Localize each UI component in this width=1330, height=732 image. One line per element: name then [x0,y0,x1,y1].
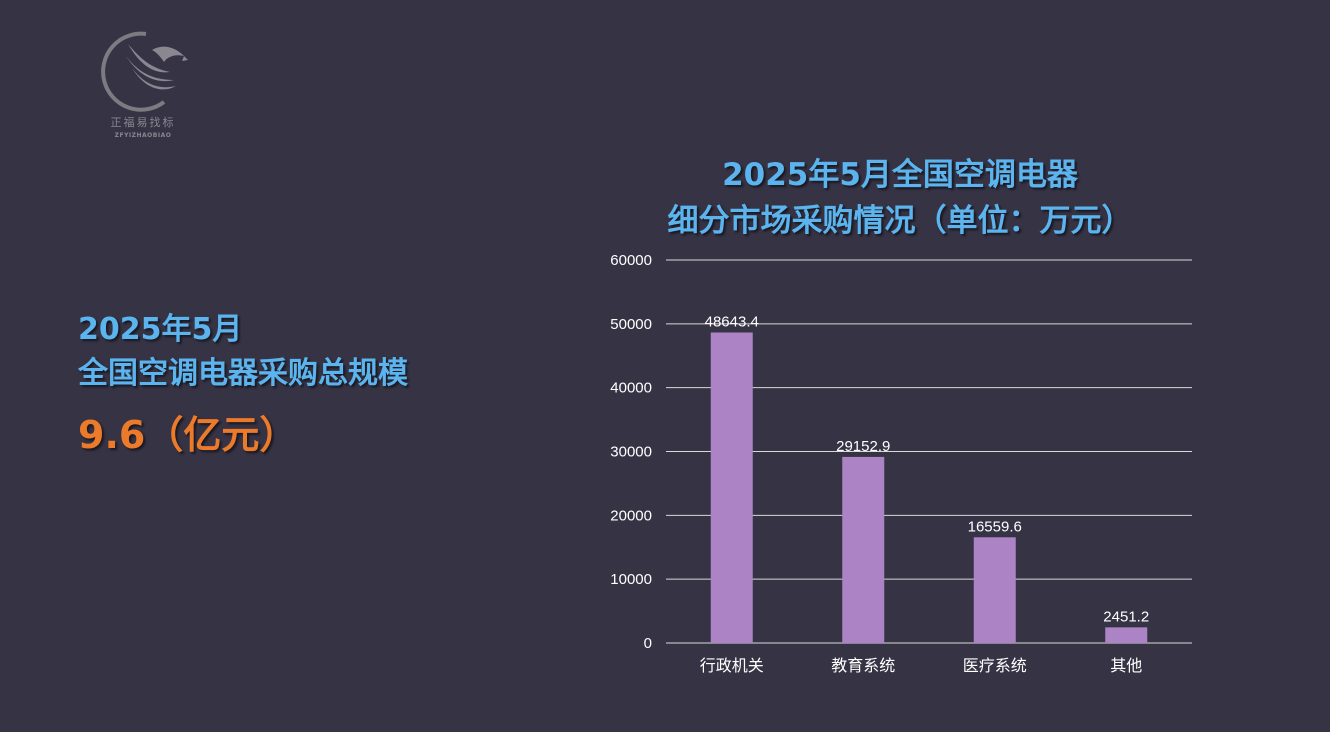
y-tick-label: 30000 [610,444,652,461]
logo-name-en: ZFYIZHAOBIAO [114,132,172,139]
summary-heading: 全国空调电器采购总规模 [78,356,408,391]
summary-block: 2025年5月 全国空调电器采购总规模 9.6（亿元） [78,308,408,459]
x-tick-label: 医疗系统 [963,656,1027,675]
bar-3 [973,537,1016,643]
data-label: 16559.6 [968,518,1022,535]
x-tick-label: 其他 [1110,656,1142,675]
summary-total-value: 9.6（亿元） [78,413,298,457]
chart-title: 2025年5月全国空调电器 细分市场采购情况（单位：万元） [590,152,1210,244]
chart-title-line1: 2025年5月全国空调电器 [722,157,1078,193]
data-label: 2451.2 [1103,608,1149,625]
bar-2 [842,456,885,643]
y-tick-label: 10000 [610,571,652,588]
y-tick-label: 20000 [610,507,652,524]
data-label: 48643.4 [705,313,759,330]
chart-title-line2: 细分市场采购情况（单位：万元） [667,203,1133,239]
bar-4 [1105,627,1148,643]
y-tick-label: 40000 [610,380,652,397]
x-tick-label: 行政机关 [700,656,764,675]
logo-name-cn: 正福易找标 [110,116,176,129]
y-tick-label: 50000 [610,316,652,333]
eagle-logo-icon [101,31,188,112]
data-label: 29152.9 [836,438,890,455]
bar-1 [710,332,753,643]
logo: 正福易找标 ZFYIZHAOBIAO [88,28,198,146]
x-tick-label: 教育系统 [831,656,895,675]
y-tick-label: 60000 [610,252,652,269]
y-tick-label: 0 [644,635,652,652]
summary-date: 2025年5月 [78,312,243,347]
